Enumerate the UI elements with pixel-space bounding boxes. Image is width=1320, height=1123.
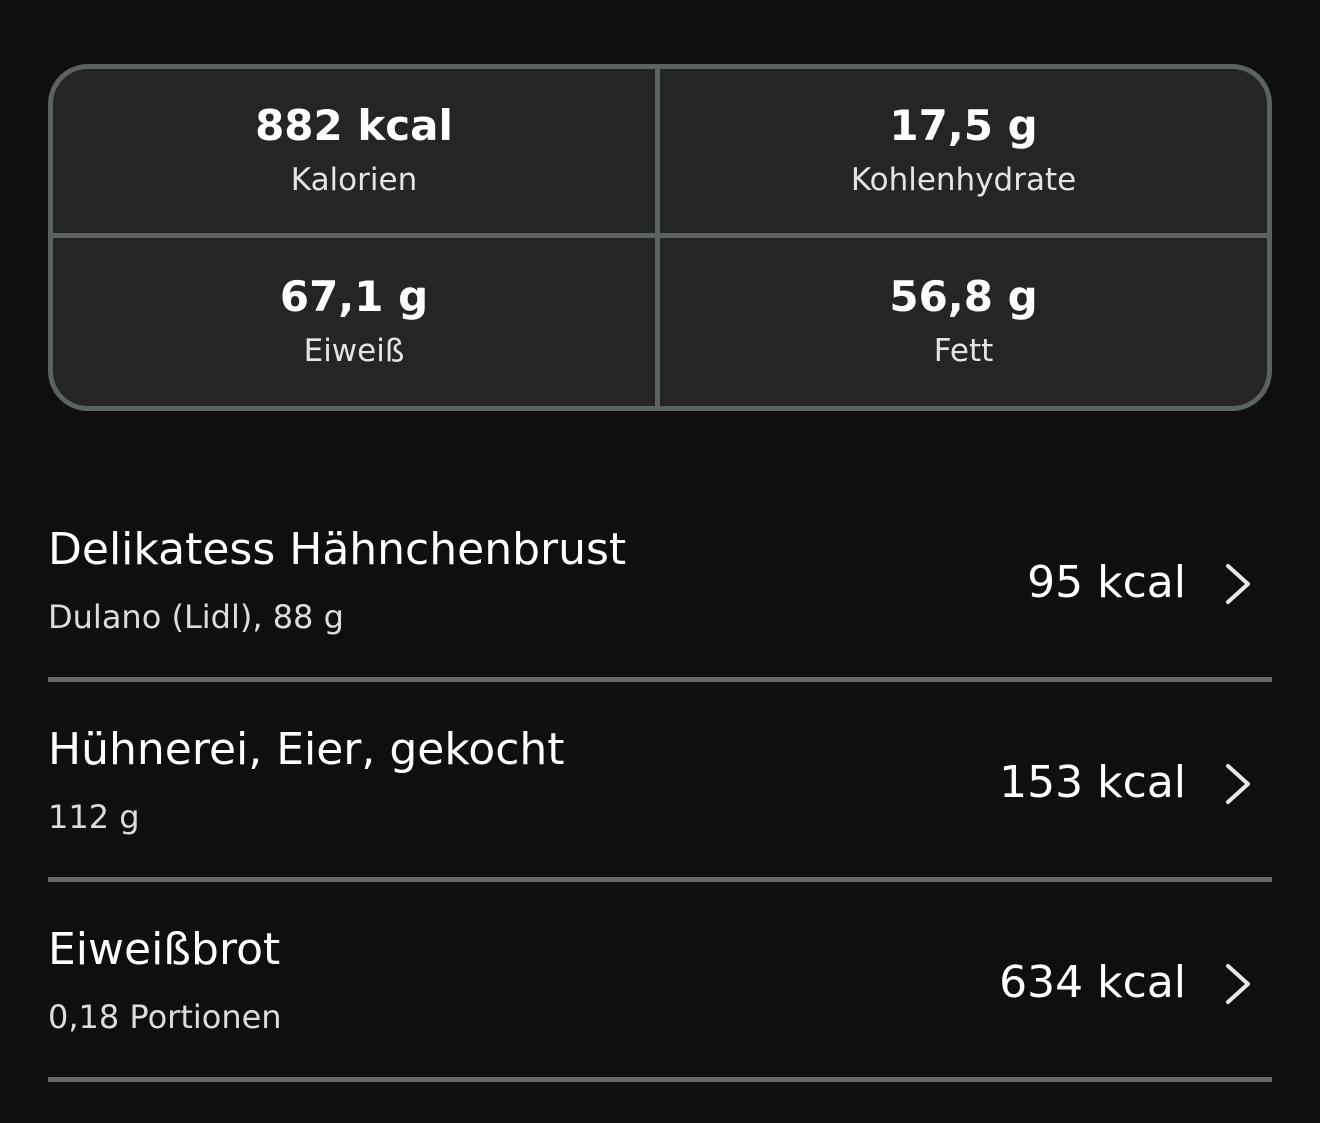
summary-protein: 67,1 g Eiweiß <box>53 237 660 406</box>
summary-carbs: 17,5 g Kohlenhydrate <box>660 69 1267 238</box>
food-kcal: 95 kcal <box>1027 557 1186 608</box>
food-detail: Dulano (Lidl), 88 g <box>48 598 344 636</box>
summary-value: 56,8 g <box>889 272 1038 322</box>
food-name: Delikatess Hähnchenbrust <box>48 524 627 575</box>
summary-label: Kohlenhydrate <box>850 162 1077 199</box>
summary-label: Eiweiß <box>303 333 405 370</box>
summary-calories: 882 kcal Kalorien <box>53 69 660 238</box>
chevron-right-icon <box>1226 764 1250 804</box>
food-name: Hühnerei, Eier, gekocht <box>48 724 565 775</box>
chevron-right-icon <box>1226 564 1250 604</box>
summary-label: Fett <box>933 333 994 370</box>
food-list: Delikatess Hähnchenbrust Dulano (Lidl), … <box>48 482 1272 1082</box>
food-detail: 112 g <box>48 798 140 836</box>
food-detail: 0,18 Portionen <box>48 998 282 1036</box>
food-kcal: 153 kcal <box>999 757 1186 808</box>
summary-value: 17,5 g <box>889 101 1038 151</box>
food-name: Eiweißbrot <box>48 924 281 975</box>
food-item-row[interactable]: Eiweißbrot 0,18 Portionen 634 kcal <box>48 882 1272 1082</box>
food-item-row[interactable]: Delikatess Hähnchenbrust Dulano (Lidl), … <box>48 482 1272 682</box>
food-kcal: 634 kcal <box>999 957 1186 1008</box>
nutrition-summary-card: 882 kcal Kalorien 17,5 g Kohlenhydrate 6… <box>48 64 1272 411</box>
chevron-right-icon <box>1226 964 1250 1004</box>
summary-fat: 56,8 g Fett <box>660 238 1267 407</box>
summary-label: Kalorien <box>290 162 418 199</box>
food-item-row[interactable]: Hühnerei, Eier, gekocht 112 g 153 kcal <box>48 682 1272 882</box>
summary-value: 882 kcal <box>255 101 453 151</box>
summary-value: 67,1 g <box>279 272 429 322</box>
